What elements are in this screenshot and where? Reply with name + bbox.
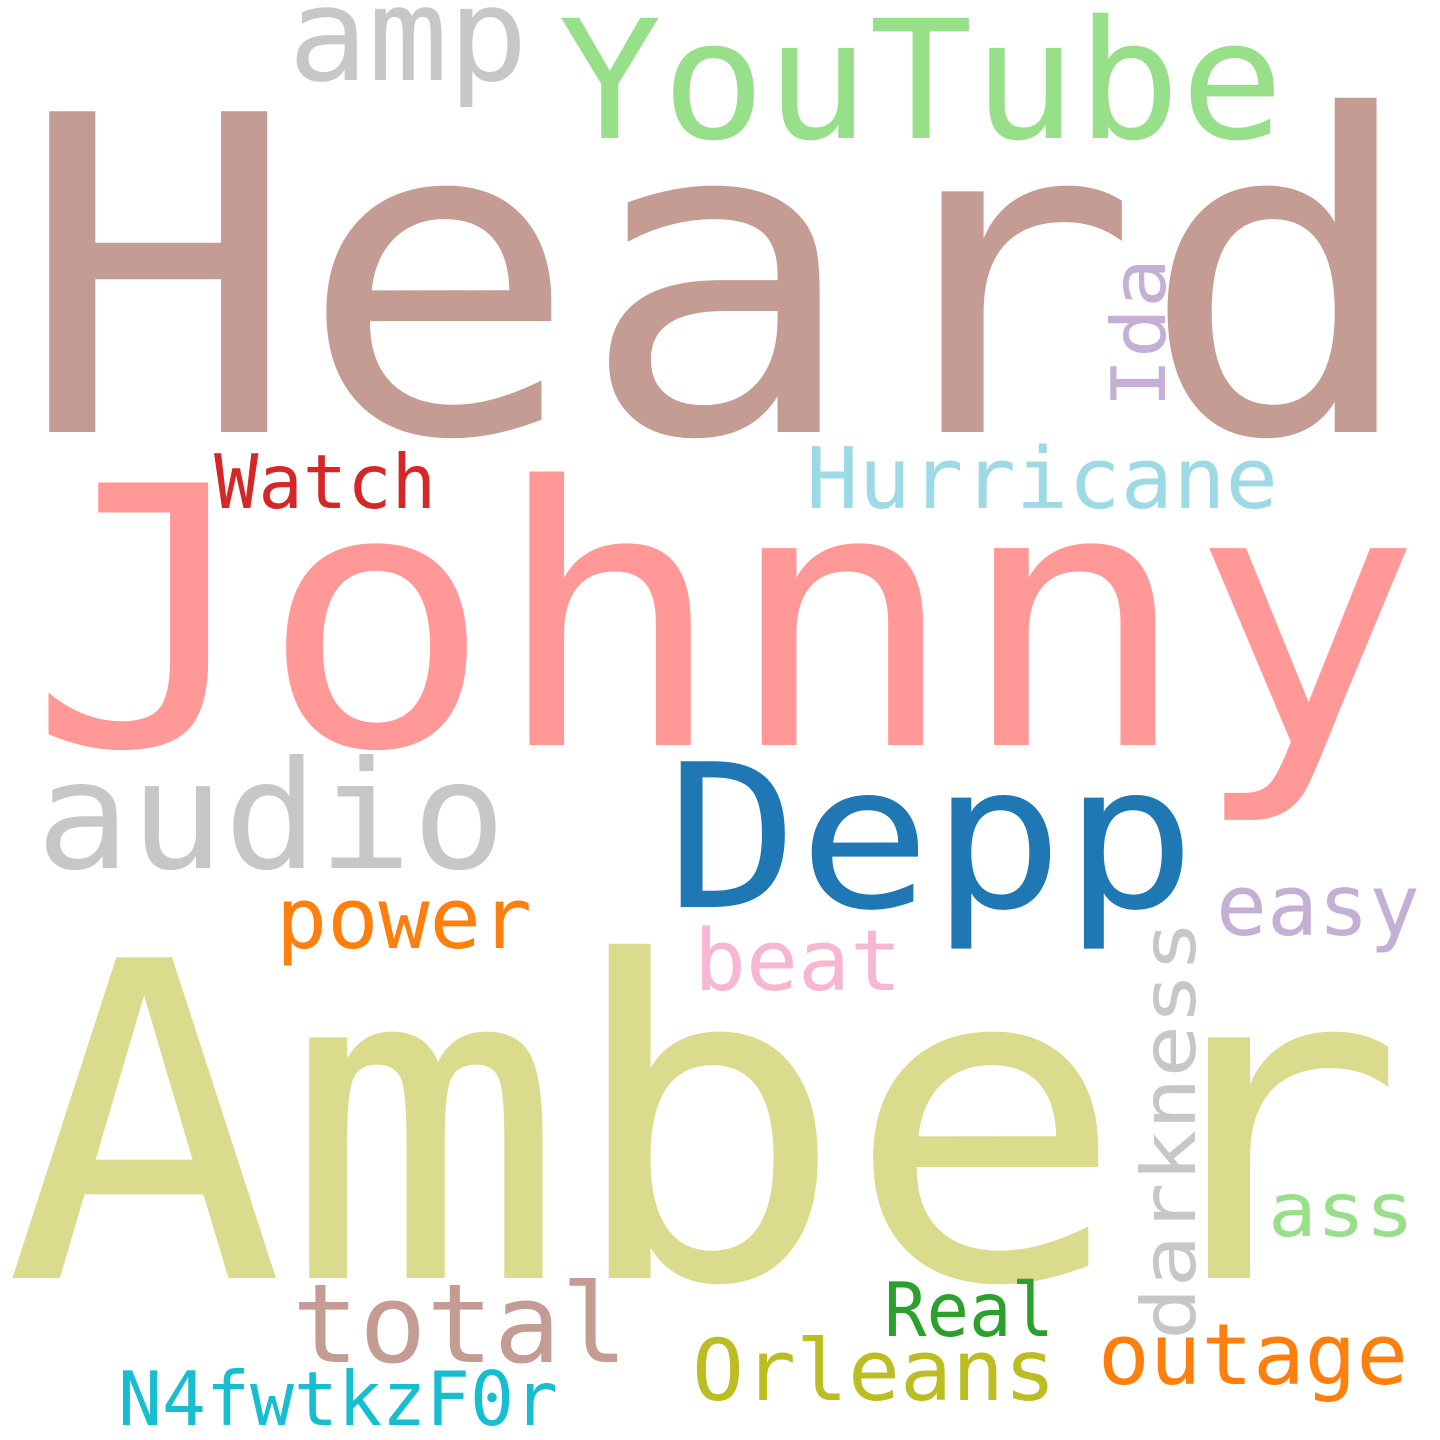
word-johnny: Johnny — [28, 411, 1422, 830]
word-orleans: Orleans — [692, 1322, 1056, 1421]
word-outage: outage — [1098, 1306, 1408, 1405]
word-real: Real — [884, 1266, 1054, 1354]
word-total: total — [292, 1260, 628, 1388]
word-hurricane: Hurricane — [806, 430, 1278, 529]
word-amp: amp — [288, 0, 528, 111]
word-beat: beat — [694, 912, 902, 1011]
word-heard: Heard — [18, 24, 1420, 536]
word-amber: Amber — [4, 870, 1406, 1382]
word-n4fwtkzf0r: N4fwtkzF0r — [118, 1355, 558, 1440]
word-darkness: darkness — [1125, 920, 1213, 1340]
word-youtube: YouTube — [558, 0, 1284, 177]
word-easy: easy — [1216, 857, 1420, 956]
word-depp: Depp — [666, 722, 1196, 955]
word-watch: Watch — [214, 438, 436, 526]
word-power: power — [276, 870, 532, 969]
word-ass: ass — [1268, 1166, 1414, 1254]
word-ida: Ida — [1095, 258, 1183, 408]
word-audio: audio — [36, 730, 506, 904]
